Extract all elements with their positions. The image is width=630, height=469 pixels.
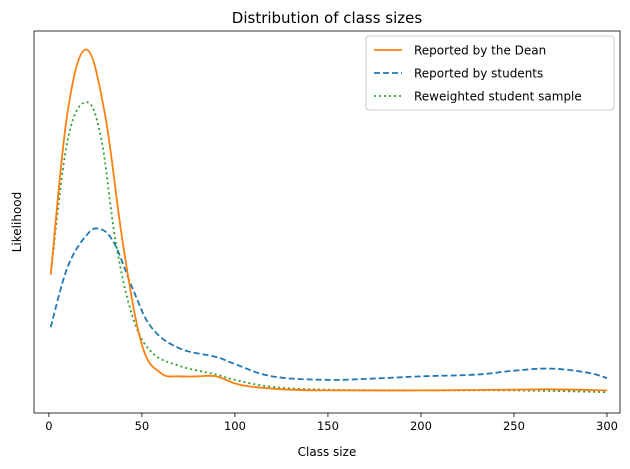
- x-tick-label: 100: [224, 419, 246, 433]
- y-axis-label: Likelihood: [10, 192, 24, 253]
- series-line-1: [49, 48, 607, 392]
- x-tick-label: 250: [503, 419, 525, 433]
- chart-title: Distribution of class sizes: [232, 9, 423, 27]
- x-axis-label: Class size: [298, 445, 357, 459]
- legend: Reported by the Dean Reported by students…: [365, 35, 615, 111]
- x-tick-label: 50: [135, 419, 150, 433]
- x-tick-label: 200: [410, 419, 432, 433]
- series-line-2: [49, 227, 608, 381]
- series-layer: [49, 48, 608, 394]
- legend-box: [365, 35, 615, 111]
- x-tick-label: 0: [45, 419, 52, 433]
- legend-label: Reported by the Dean: [414, 44, 546, 58]
- x-tick-label: 300: [596, 419, 618, 433]
- plot-area: [33, 30, 621, 414]
- legend-label: Reported by students: [414, 67, 543, 81]
- x-tick-label: 150: [317, 419, 339, 433]
- legend-label: Reweighted student sample: [414, 90, 582, 104]
- series-line-3: [49, 101, 607, 394]
- x-axis-ticks: 0 50 100 150 200 250 300: [45, 413, 618, 433]
